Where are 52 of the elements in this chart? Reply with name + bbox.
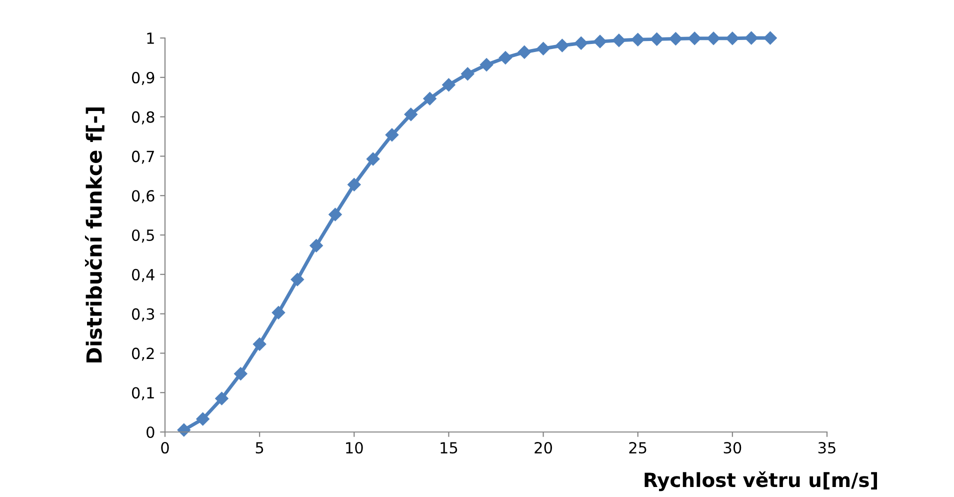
point: [706, 32, 720, 45]
y-tick-label: 0: [146, 426, 154, 438]
y-tick-label: 0,3: [132, 308, 154, 322]
x-tick-label: 25: [629, 442, 646, 454]
point: [764, 31, 777, 45]
point: [442, 78, 456, 92]
point: [480, 58, 494, 72]
y-tick-label: 0,1: [132, 387, 154, 400]
point: [215, 392, 228, 406]
y-tick-label: 0,6: [132, 190, 154, 204]
y-tick-label: 0,4: [132, 268, 154, 282]
x-axis-title: Rychlost větru u[m/s]: [644, 471, 877, 492]
point: [518, 46, 531, 59]
point: [404, 108, 418, 122]
point: [612, 34, 626, 47]
point: [631, 32, 644, 46]
point: [556, 38, 569, 52]
point: [196, 412, 210, 426]
x-tick-label: 10: [346, 442, 363, 454]
point: [385, 128, 399, 142]
point: [688, 32, 702, 45]
point: [272, 306, 286, 320]
x-tick-label: 20: [534, 442, 552, 454]
point: [423, 92, 436, 106]
y-tick-label: 0,9: [132, 72, 154, 85]
point: [252, 338, 266, 351]
x-tick-label: 35: [818, 442, 836, 454]
y-tick-label: 0,7: [132, 150, 154, 164]
point: [310, 239, 323, 252]
y-tick-label: 0,5: [132, 229, 154, 243]
point: [461, 67, 474, 80]
point: [650, 32, 664, 46]
point: [348, 178, 361, 192]
y-axis-title: Distribuční funkce f[-]: [84, 107, 104, 362]
y-tick-label: 0,2: [132, 348, 154, 361]
point: [366, 152, 380, 166]
point: [498, 51, 512, 64]
point: [328, 208, 342, 222]
point: [234, 367, 248, 380]
point: [574, 36, 588, 50]
x-tick-label: 30: [724, 442, 742, 454]
point: [669, 32, 682, 46]
x-tick-label: 0: [161, 442, 169, 454]
point: [744, 31, 758, 45]
point: [593, 34, 607, 48]
y-tick-label: 1: [147, 32, 154, 44]
point: [290, 272, 304, 286]
x-tick-label: 5: [256, 442, 264, 454]
point: [536, 42, 550, 56]
y-tick-label: 0,8: [132, 111, 154, 124]
x-tick-label: 15: [440, 442, 458, 454]
point: [726, 32, 740, 45]
